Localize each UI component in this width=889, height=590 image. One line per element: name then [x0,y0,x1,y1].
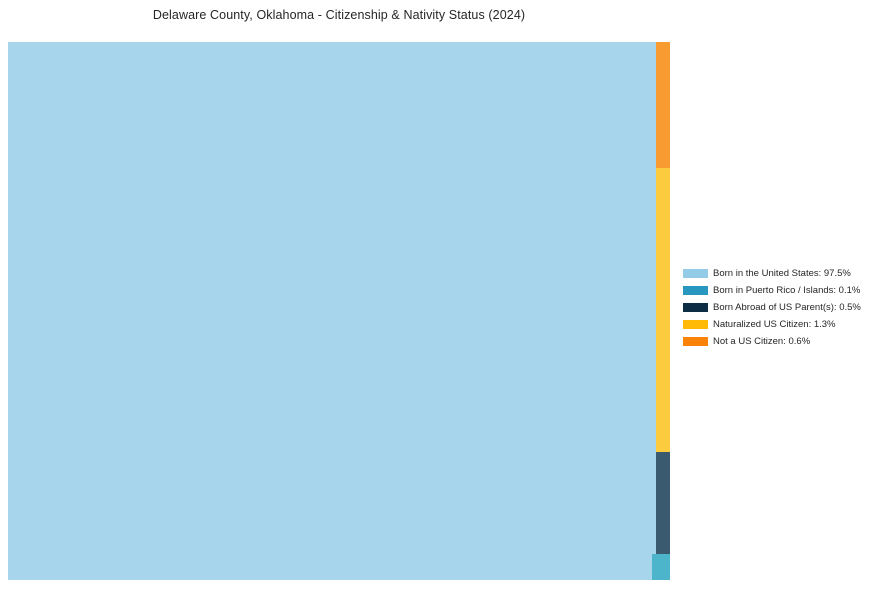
treemap-tile-born-abroad-of-us-parents[interactable]: Born Abroad of US Parent(s) [656,452,670,554]
legend-item-born-puerto-rico[interactable]: Born in Puerto Rico / Islands: 0.1% [683,282,883,299]
treemap-tile-naturalized-us-citizen[interactable]: Naturalized US Citizen [656,168,670,452]
legend-swatch-born-in-us [683,269,708,278]
treemap-tile-born-in-us[interactable]: Born in the United States [8,42,656,580]
legend-item-born-abroad[interactable]: Born Abroad of US Parent(s): 0.5% [683,299,883,316]
treemap-plot-area: Born in the United States Not a US Citiz… [8,42,670,580]
legend-swatch-born-puerto-rico [683,286,708,295]
legend-label: Not a US Citizen: 0.6% [713,336,811,347]
legend-label: Born Abroad of US Parent(s): 0.5% [713,302,861,313]
treemap-tile-not-a-us-citizen[interactable]: Not a US Citizen [656,42,670,168]
legend-item-not-citizen[interactable]: Not a US Citizen: 0.6% [683,333,883,350]
legend-swatch-born-abroad [683,303,708,312]
legend-label: Born in Puerto Rico / Islands: 0.1% [713,285,861,296]
legend-item-naturalized[interactable]: Naturalized US Citizen: 1.3% [683,316,883,333]
legend-swatch-naturalized [683,320,708,329]
chart-title: Delaware County, Oklahoma - Citizenship … [152,8,526,22]
legend-item-born-in-us[interactable]: Born in the United States: 97.5% [683,265,883,282]
legend-swatch-not-citizen [683,337,708,346]
chart-legend: Born in the United States: 97.5% Born in… [683,265,883,350]
legend-label: Born in the United States: 97.5% [713,268,851,279]
treemap-tile-born-in-puerto-rico-islands[interactable]: Born in Puerto Rico / Islands [652,554,670,580]
legend-label: Naturalized US Citizen: 1.3% [713,319,836,330]
